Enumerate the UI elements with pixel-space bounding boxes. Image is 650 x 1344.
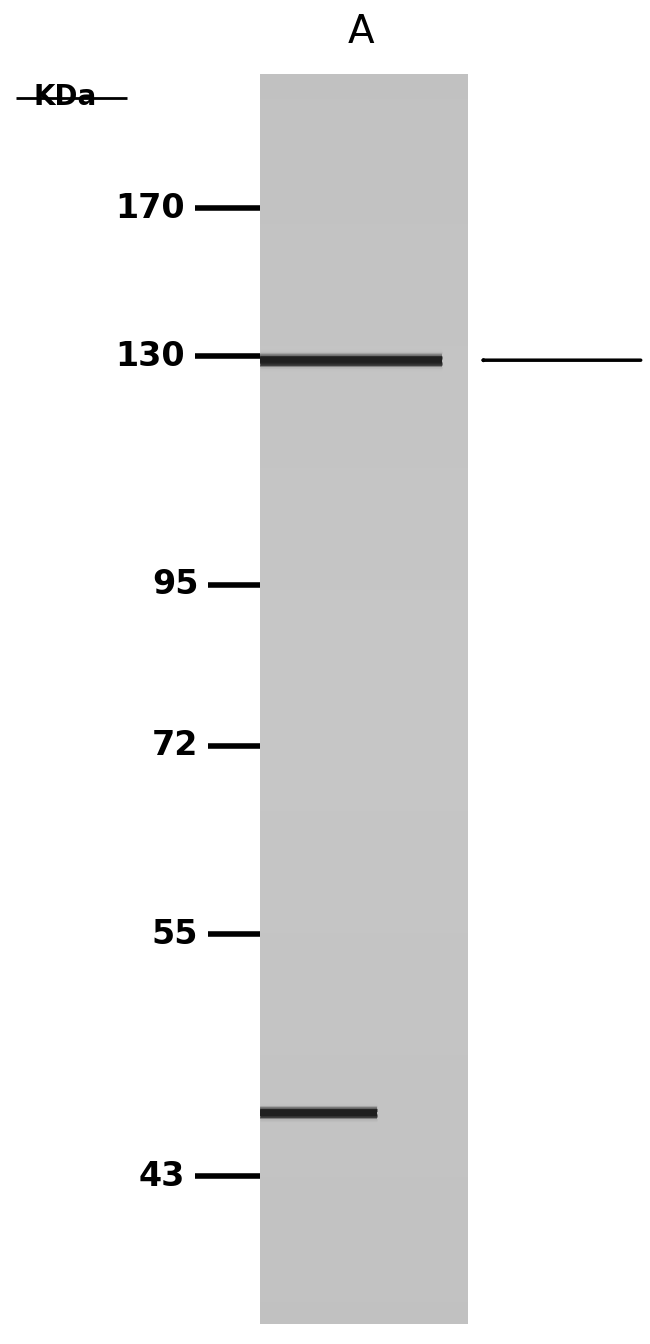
Text: 170: 170 xyxy=(116,192,185,224)
Text: 95: 95 xyxy=(151,569,198,601)
Text: A: A xyxy=(348,13,374,51)
Text: 55: 55 xyxy=(151,918,198,950)
Text: KDa: KDa xyxy=(33,83,97,112)
Text: 72: 72 xyxy=(152,730,198,762)
Text: 43: 43 xyxy=(139,1160,185,1192)
Text: 130: 130 xyxy=(116,340,185,372)
